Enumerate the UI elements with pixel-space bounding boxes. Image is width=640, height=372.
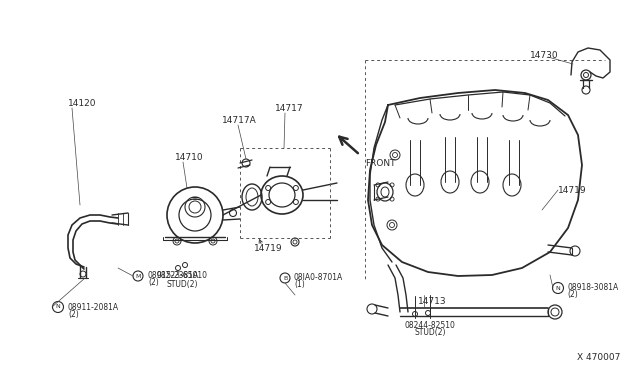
Text: 14717: 14717: [275, 103, 303, 112]
Text: 08223-65010: 08223-65010: [157, 272, 207, 280]
Text: 14717A: 14717A: [222, 115, 257, 125]
Text: 08911-2081A: 08911-2081A: [68, 302, 119, 311]
Text: 14120: 14120: [68, 99, 97, 108]
Text: X 470007: X 470007: [577, 353, 620, 362]
Text: FRONT: FRONT: [365, 158, 396, 167]
Text: 08915-2381A: 08915-2381A: [148, 272, 199, 280]
Text: STUD(2): STUD(2): [166, 279, 198, 289]
Text: 14710: 14710: [175, 153, 204, 161]
Text: 14719: 14719: [254, 244, 283, 253]
Text: 14730: 14730: [530, 51, 559, 60]
Text: 08244-82510: 08244-82510: [404, 321, 456, 330]
Text: 14719: 14719: [558, 186, 587, 195]
Text: M: M: [135, 273, 141, 279]
Text: (2): (2): [148, 279, 159, 288]
Text: B: B: [283, 276, 287, 280]
Text: 14713: 14713: [418, 298, 447, 307]
Text: STUD(2): STUD(2): [414, 328, 445, 337]
Text: 08IA0-8701A: 08IA0-8701A: [294, 273, 343, 282]
Text: N: N: [556, 285, 561, 291]
Text: (2): (2): [68, 310, 79, 318]
Text: 08918-3081A: 08918-3081A: [567, 283, 618, 292]
Text: (2): (2): [567, 291, 578, 299]
Text: (1): (1): [294, 280, 305, 289]
Text: N: N: [56, 305, 60, 310]
